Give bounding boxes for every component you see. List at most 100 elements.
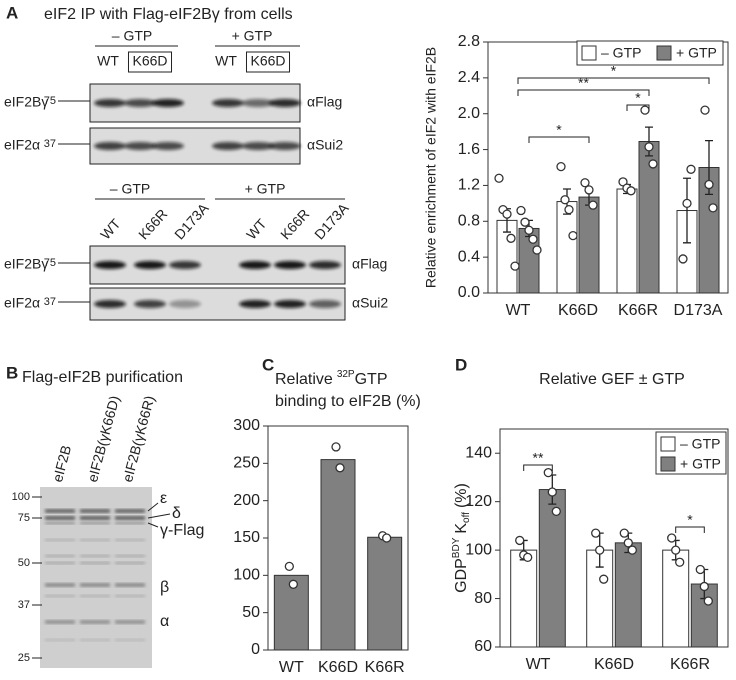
group-label: + GTP: [232, 28, 273, 44]
bar: [578, 196, 600, 294]
gel-band: [115, 620, 145, 624]
gel-band: [115, 583, 145, 587]
panel-title: eIF2 IP with Flag-eIF2Bγ from cells: [44, 6, 293, 23]
lane-box: [127, 51, 173, 73]
y-axis-label: GDPBDY Koff (%): [451, 483, 472, 593]
group-label: – GTP: [110, 181, 150, 197]
y-tick-label: 2.8: [458, 33, 480, 50]
significance-label: **: [578, 75, 589, 91]
blot-band: [269, 99, 301, 107]
significance-label: *: [687, 512, 693, 528]
blot-band: [269, 142, 301, 150]
gel-band: [115, 555, 145, 557]
row-label: eIF2α: [4, 137, 40, 153]
data-point: [678, 254, 688, 264]
blot-band: [124, 142, 156, 150]
significance-label: **: [533, 450, 544, 466]
blot-band: [309, 261, 341, 269]
title-superscript: 32P: [337, 369, 355, 380]
gel-band: [45, 522, 75, 524]
lane-label: eIF2B: [49, 444, 74, 484]
data-point: [568, 230, 578, 241]
x-tick-label: D173A: [674, 302, 723, 319]
marker-label: 37: [44, 296, 56, 308]
data-point: [494, 173, 504, 183]
data-point: [564, 204, 574, 215]
gel-band: [80, 509, 110, 513]
y-label-part: (%): [453, 483, 470, 508]
gel-band: [80, 555, 110, 557]
y-tick-label: 1.2: [458, 177, 480, 194]
panel-letter: D: [455, 355, 467, 374]
blot-band: [309, 300, 341, 308]
significance-label: *: [635, 90, 641, 106]
row-label: eIF2α: [4, 295, 40, 311]
data-point: [515, 535, 525, 546]
gel-band: [115, 595, 145, 597]
panel-letter: C: [262, 355, 274, 374]
legend-label: – GTP: [680, 436, 720, 452]
data-point: [682, 198, 692, 209]
plot-frame: [267, 425, 409, 651]
y-label-part: K: [453, 523, 470, 534]
gel-band: [80, 522, 110, 524]
y-tick-label: 2.4: [458, 69, 480, 86]
y-axis-label: Relative enrichment of eIF2 with eIF2B: [423, 47, 439, 288]
blot-band: [169, 261, 201, 269]
data-point: [648, 159, 658, 169]
blot-band: [274, 300, 306, 308]
data-point: [675, 557, 685, 567]
lane-label: K66R: [135, 206, 170, 243]
x-tick-label: WT: [506, 302, 531, 319]
band-label: α: [160, 613, 169, 630]
data-point: [619, 528, 629, 538]
gel-band: [45, 539, 75, 541]
band-label: δ: [172, 505, 181, 522]
bar: [662, 549, 690, 648]
data-point: [588, 200, 598, 210]
data-point: [516, 205, 526, 216]
lane-label: K66R: [277, 206, 312, 243]
significance-label: *: [556, 122, 562, 138]
legend-label: + GTP: [680, 456, 721, 472]
gel-band: [115, 539, 145, 541]
bar: [367, 536, 403, 651]
data-point: [284, 561, 294, 572]
blot-band: [274, 261, 306, 269]
gel-band: [45, 620, 75, 624]
blot-band: [94, 142, 126, 150]
title-part: GTP: [355, 371, 388, 388]
significance-bracket: [517, 89, 650, 96]
row-label: eIF2Bγ: [4, 256, 48, 272]
panel-letter: B: [6, 363, 18, 382]
data-point: [686, 164, 696, 174]
band-label: γ-Flag: [160, 522, 204, 539]
marker-label: 37: [18, 599, 30, 611]
gel-band: [80, 516, 110, 520]
legend-label: + GTP: [676, 45, 717, 61]
y-label-part: off: [461, 512, 472, 523]
bar: [320, 459, 356, 651]
panel-letter: A: [6, 3, 18, 22]
blot-band: [152, 99, 184, 107]
bar: [614, 542, 642, 648]
y-label-part: GDP: [453, 558, 470, 593]
plot-frame: [499, 428, 729, 648]
data-point: [547, 487, 557, 497]
data-point: [382, 533, 392, 543]
x-tick-label: K66D: [594, 656, 634, 673]
blot-strip: [89, 245, 346, 285]
gel-band: [115, 639, 145, 641]
data-point: [704, 179, 714, 190]
blot-band: [94, 99, 126, 107]
y-tick-label: 300: [233, 417, 260, 434]
blot-band: [169, 300, 201, 308]
band-pointer: [147, 513, 171, 519]
data-point: [667, 533, 677, 543]
blot-band: [239, 261, 271, 269]
blot-strip: [89, 287, 346, 321]
y-tick-label: 1.6: [458, 141, 480, 158]
data-point: [708, 203, 718, 213]
data-point: [700, 105, 710, 115]
